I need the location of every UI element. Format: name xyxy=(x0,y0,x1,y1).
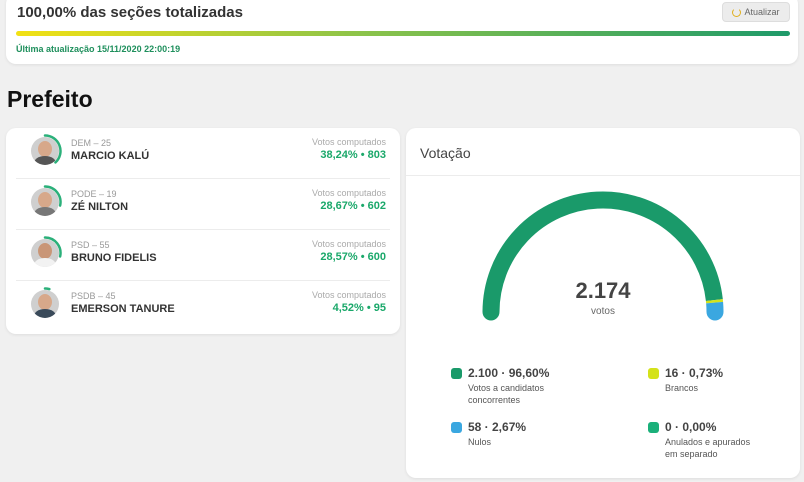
candidate-name: BRUNO FIDELIS xyxy=(71,252,157,264)
voting-header: Votação xyxy=(406,128,800,176)
legend-label: Nulos xyxy=(468,437,492,447)
votes-value: 28,57% • 600 xyxy=(320,251,386,263)
candidate-name: EMERSON TANURE xyxy=(71,303,175,315)
candidate-party: PODE – 19 xyxy=(71,189,117,199)
vote-share-ring xyxy=(43,236,62,258)
candidate-avatar xyxy=(28,134,62,168)
legend-swatch xyxy=(648,368,659,379)
voting-title: Votação xyxy=(420,145,471,161)
votes-label: Votos computados xyxy=(311,188,386,198)
candidate-name: ZÉ NILTON xyxy=(71,201,129,213)
votes-gauge-chart xyxy=(482,191,724,321)
candidate-avatar xyxy=(28,185,62,219)
legend-swatch xyxy=(648,422,659,433)
legend-value: 0 · 0,00% xyxy=(665,420,717,434)
votes-label: Votos computados xyxy=(311,239,386,249)
candidate-party: PSD – 55 xyxy=(71,240,110,250)
votes-value: 4,52% • 95 xyxy=(332,302,386,314)
legend-label: Votos a candidatos concorrentes xyxy=(468,383,545,405)
candidate-name: MARCIO KALÚ xyxy=(71,150,150,162)
candidate-party: PSDB – 45 xyxy=(71,291,116,301)
avatar xyxy=(31,239,59,267)
last-update-text: Última atualização 15/11/2020 22:00:19 xyxy=(16,44,181,54)
gauge-cap-right xyxy=(706,303,724,321)
candidate-row[interactable]: PODE – 19 ZÉ NILTON Votos computados 28,… xyxy=(16,179,390,230)
totalization-title: 100,00% das seções totalizadas xyxy=(17,4,243,21)
candidate-avatar xyxy=(28,236,62,270)
legend-swatch xyxy=(451,422,462,433)
candidate-row[interactable]: DEM – 25 MARCIO KALÚ Votos computados 38… xyxy=(16,128,390,179)
votes-value: 38,24% • 803 xyxy=(320,149,386,161)
totalization-progress-bar xyxy=(16,31,790,36)
gauge-segment xyxy=(482,191,723,313)
refresh-button[interactable]: Atualizar xyxy=(722,2,790,22)
vote-share-ring xyxy=(43,287,51,291)
page-title: Prefeito xyxy=(7,86,93,112)
legend-label: Brancos xyxy=(665,383,699,393)
legend-swatch xyxy=(451,368,462,379)
candidate-avatar xyxy=(28,287,62,321)
candidates-card: DEM – 25 MARCIO KALÚ Votos computados 38… xyxy=(6,128,400,334)
votes-label: Votos computados xyxy=(311,290,386,300)
gauge-cap-left xyxy=(482,303,500,321)
avatar xyxy=(31,188,59,216)
legend-value: 2.100 · 96,60% xyxy=(468,366,550,380)
candidate-party: DEM – 25 xyxy=(71,138,112,148)
refresh-icon xyxy=(732,7,742,17)
candidate-row[interactable]: PSD – 55 BRUNO FIDELIS Votos computados … xyxy=(16,230,390,281)
votes-label: Votos computados xyxy=(311,137,386,147)
gauge-total-unit: votos xyxy=(591,306,615,317)
vote-share-ring xyxy=(43,185,62,207)
voting-card: Votação 2.174 votos 2.100 · 96,60% Votos… xyxy=(406,128,800,478)
candidate-row[interactable]: PSDB – 45 EMERSON TANURE Votos computado… xyxy=(16,281,390,332)
vote-share-ring xyxy=(43,134,62,164)
legend-value: 58 · 2,67% xyxy=(468,420,527,434)
progress-fill xyxy=(16,31,790,36)
legend-value: 16 · 0,73% xyxy=(665,366,724,380)
avatar xyxy=(31,137,59,165)
avatar xyxy=(31,290,59,318)
gauge-total-votes: 2.174 xyxy=(575,278,631,303)
votes-value: 28,67% • 602 xyxy=(320,200,386,212)
refresh-button-label: Atualizar xyxy=(744,7,780,17)
totalization-status-card: 100,00% das seções totalizadas Atualizar… xyxy=(6,0,798,64)
legend-label: Anulados e apurados em separado xyxy=(665,437,751,459)
